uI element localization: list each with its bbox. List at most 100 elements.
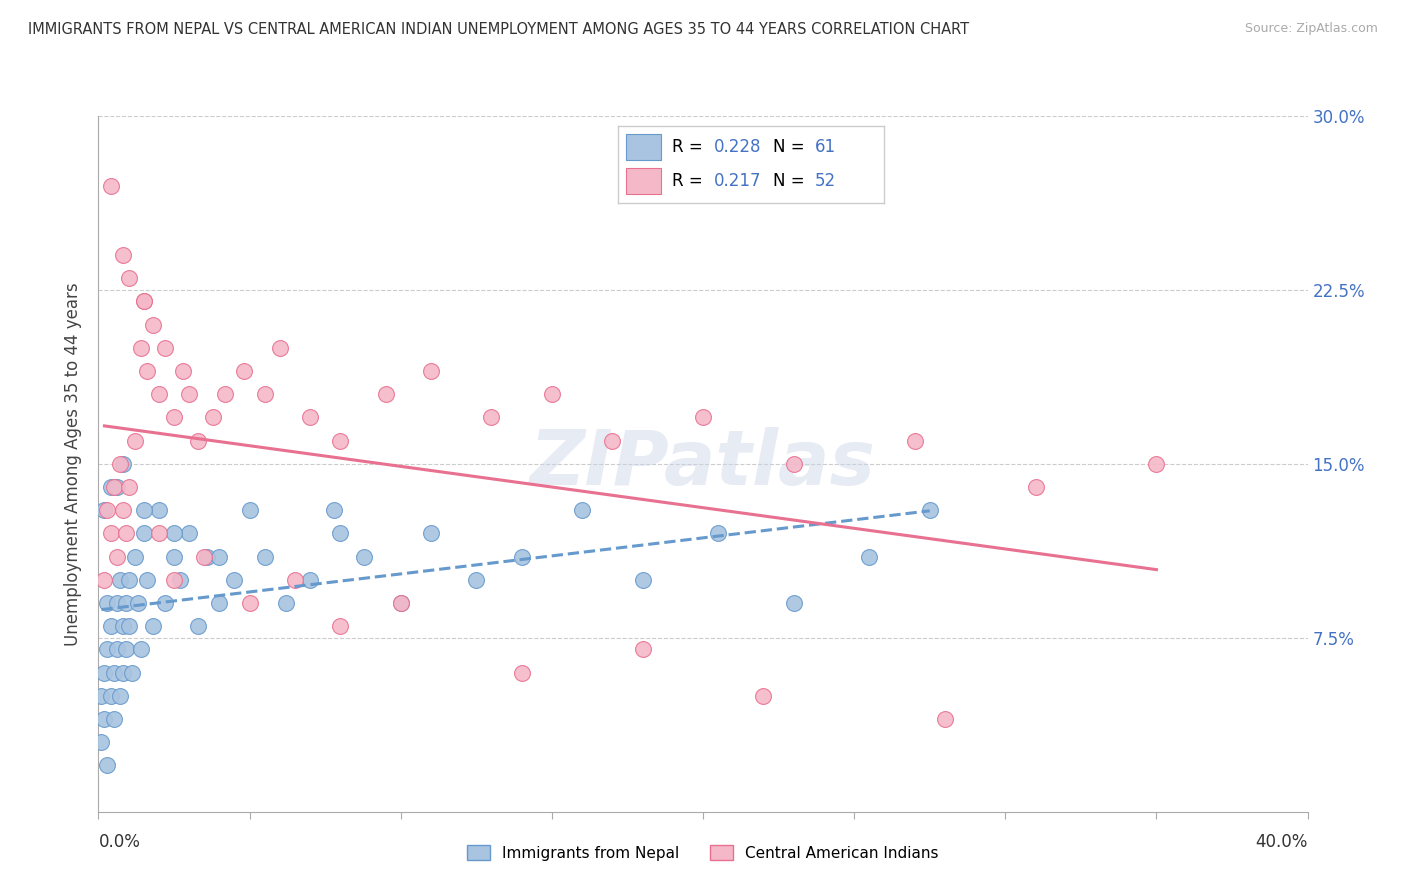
Point [193, 549, 215, 564]
Point [105, 596, 128, 610]
Point [692, 410, 714, 425]
Point [132, 294, 155, 309]
Point [420, 364, 443, 378]
Point [540, 387, 562, 401]
Point [299, 410, 322, 425]
Point [374, 387, 396, 401]
Point [195, 549, 218, 564]
Point [118, 619, 141, 633]
Text: ZIPatlas: ZIPatlas [530, 427, 876, 500]
Text: Source: ZipAtlas.com: Source: ZipAtlas.com [1244, 22, 1378, 36]
Point [163, 526, 186, 541]
Point [111, 503, 134, 517]
Point [1144, 457, 1167, 471]
Point [179, 387, 201, 401]
Point [153, 341, 176, 355]
Bar [626, 134, 661, 160]
Text: 61: 61 [815, 138, 837, 156]
Point [389, 596, 412, 610]
Point [129, 341, 152, 355]
Point [100, 526, 122, 541]
Point [224, 573, 246, 587]
Point [124, 434, 146, 448]
Point [571, 503, 593, 517]
Point [510, 549, 533, 564]
Point [858, 549, 880, 564]
Point [93, 573, 115, 587]
Point [253, 549, 276, 564]
Point [142, 619, 165, 633]
Point [118, 480, 141, 494]
Point [90, 689, 112, 703]
Point [114, 642, 136, 657]
Point [329, 619, 352, 633]
Point [707, 526, 730, 541]
Point [132, 526, 155, 541]
Point [918, 503, 941, 517]
Point [239, 596, 262, 610]
Point [602, 434, 624, 448]
Point [114, 596, 136, 610]
Point [142, 318, 165, 332]
Text: 0.0%: 0.0% [98, 832, 141, 851]
Point [284, 573, 307, 587]
Point [103, 712, 125, 726]
Point [465, 573, 488, 587]
Point [132, 294, 155, 309]
Point [108, 573, 131, 587]
Point [96, 596, 118, 610]
Point [904, 434, 927, 448]
Point [96, 642, 118, 657]
Point [108, 457, 131, 471]
Text: 52: 52 [815, 172, 837, 190]
Point [299, 573, 322, 587]
Point [510, 665, 533, 680]
Point [934, 712, 956, 726]
Point [232, 364, 254, 378]
Point [148, 526, 170, 541]
Text: R =: R = [672, 138, 707, 156]
Text: R =: R = [672, 172, 707, 190]
Point [163, 410, 186, 425]
Point [135, 573, 157, 587]
Point [631, 573, 654, 587]
Point [132, 503, 155, 517]
Point [124, 549, 146, 564]
Point [118, 271, 141, 285]
Point [93, 665, 115, 680]
Point [783, 596, 806, 610]
Point [105, 480, 128, 494]
Text: IMMIGRANTS FROM NEPAL VS CENTRAL AMERICAN INDIAN UNEMPLOYMENT AMONG AGES 35 TO 4: IMMIGRANTS FROM NEPAL VS CENTRAL AMERICA… [28, 22, 969, 37]
Point [103, 480, 125, 494]
Text: N =: N = [773, 172, 810, 190]
Point [93, 503, 115, 517]
Point [274, 596, 297, 610]
Text: 0.217: 0.217 [714, 172, 762, 190]
Point [105, 549, 128, 564]
Point [353, 549, 375, 564]
Point [108, 689, 131, 703]
Point [135, 364, 157, 378]
Point [100, 480, 122, 494]
Point [96, 758, 118, 772]
Point [208, 596, 231, 610]
Point [121, 665, 143, 680]
Point [202, 410, 225, 425]
Text: 40.0%: 40.0% [1256, 832, 1308, 851]
Point [172, 364, 194, 378]
Point [783, 457, 806, 471]
Point [111, 619, 134, 633]
Point [148, 387, 170, 401]
Point [187, 619, 209, 633]
Point [148, 503, 170, 517]
Point [100, 619, 122, 633]
Point [187, 434, 209, 448]
Point [129, 642, 152, 657]
Point [118, 573, 141, 587]
Point [127, 596, 149, 610]
Point [239, 503, 262, 517]
Point [111, 665, 134, 680]
Point [163, 573, 186, 587]
Point [481, 410, 503, 425]
Point [1024, 480, 1046, 494]
